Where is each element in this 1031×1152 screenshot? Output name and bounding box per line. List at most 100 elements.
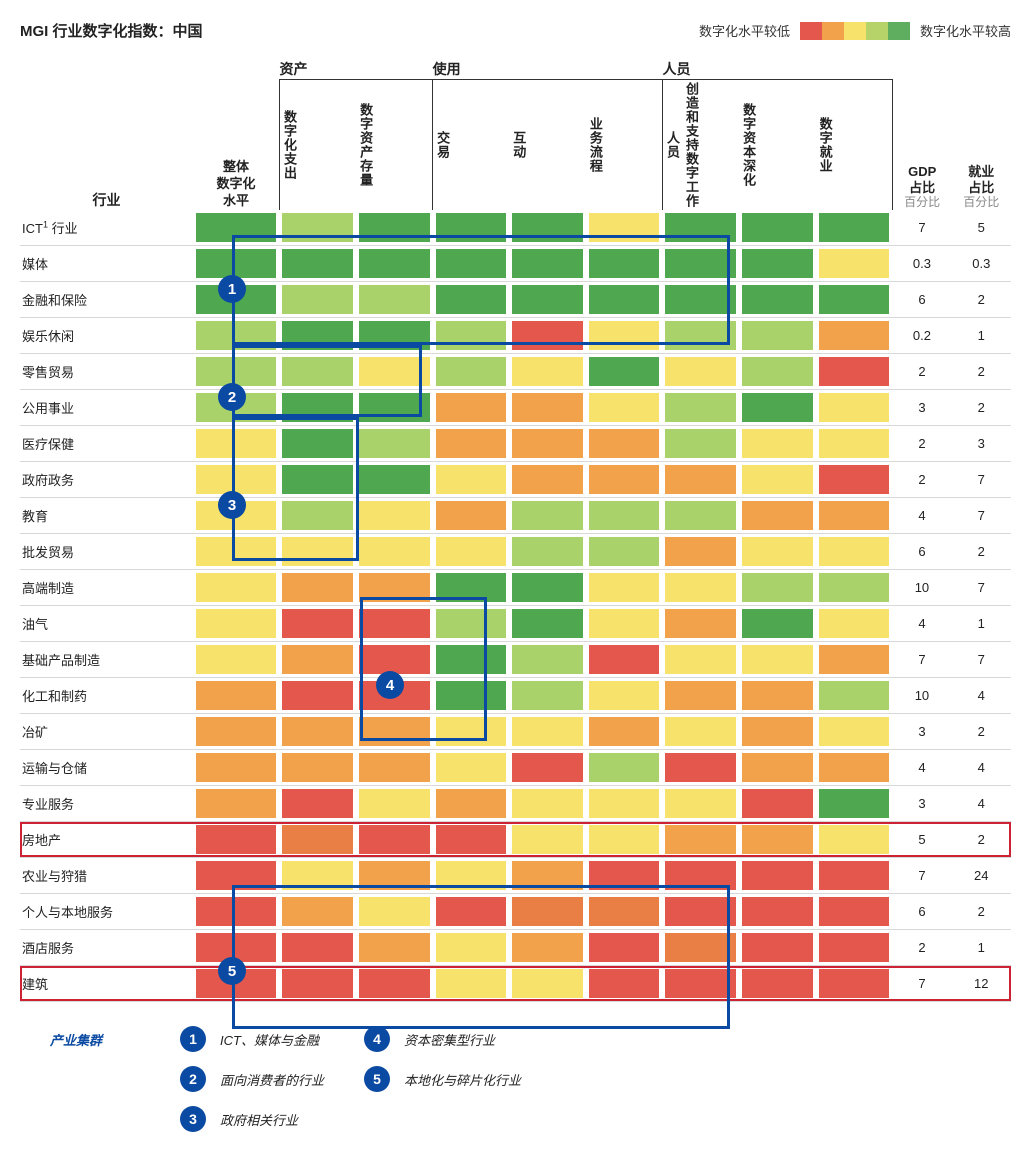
metric-cell	[739, 930, 816, 966]
overall-cell	[193, 570, 279, 606]
overall-cell	[193, 750, 279, 786]
metric-cell	[586, 390, 663, 426]
metric-cell	[433, 318, 510, 354]
overall-cell	[193, 318, 279, 354]
metric-cell	[356, 246, 433, 282]
metric-cell	[356, 210, 433, 246]
metric-cell	[279, 426, 356, 462]
metric-cell	[586, 786, 663, 822]
metric-cell	[509, 462, 586, 498]
emp-value: 0.3	[952, 246, 1011, 282]
row-label: 个人与本地服务	[20, 894, 193, 930]
gdp-value: 3	[892, 786, 951, 822]
legend-scale: 数字化水平较低 数字化水平较高	[699, 21, 1011, 40]
metric-cell	[509, 714, 586, 750]
metric-cell	[356, 282, 433, 318]
emp-value: 7	[952, 462, 1011, 498]
table-row: 教育 47	[20, 498, 1011, 534]
row-label: 油气	[20, 606, 193, 642]
metric-cell	[433, 390, 510, 426]
metric-cell	[509, 282, 586, 318]
metric-cell	[433, 570, 510, 606]
cluster-item-badge: 1	[180, 1026, 206, 1052]
legend-swatch	[888, 22, 910, 40]
metric-cell	[586, 606, 663, 642]
gdp-value: 2	[892, 930, 951, 966]
legend-swatch	[844, 22, 866, 40]
emp-header: 就业占比 百分比	[952, 80, 1011, 210]
metric-cell	[739, 570, 816, 606]
heatmap-table: 资产 使用 人员 行业 整体数字化水平 数字化支出 数字资产存量 交易 互动 业…	[20, 59, 1011, 1002]
emp-value: 4	[952, 750, 1011, 786]
cluster-legend: 产业集群 1ICT、媒体与金融2面向消费者的行业3政府相关行业 4资本密集型行业…	[20, 1026, 1011, 1132]
metric-cell	[433, 786, 510, 822]
metric-cell	[816, 282, 893, 318]
metric-cell	[586, 426, 663, 462]
metric-cell	[279, 750, 356, 786]
overall-cell	[193, 786, 279, 822]
metric-cell	[433, 606, 510, 642]
metric-cell	[509, 426, 586, 462]
metric-cell	[816, 822, 893, 858]
metric-cell	[279, 246, 356, 282]
overall-cell	[193, 246, 279, 282]
metric-cell	[279, 858, 356, 894]
row-label: 公用事业	[20, 390, 193, 426]
metric-cell	[509, 354, 586, 390]
metric-cell	[356, 606, 433, 642]
metric-cell	[509, 966, 586, 1002]
emp-value: 2	[952, 534, 1011, 570]
metric-cell	[509, 246, 586, 282]
row-label: 政府政务	[20, 462, 193, 498]
metric-cell	[433, 750, 510, 786]
cluster-item-label: 本地化与碎片化行业	[404, 1070, 521, 1089]
gdp-value: 7	[892, 858, 951, 894]
gdp-value: 4	[892, 498, 951, 534]
table-row: 零售贸易22	[20, 354, 1011, 390]
metric-cell	[662, 966, 739, 1002]
emp-pct-sub: 百分比	[952, 195, 1011, 209]
gdp-pct-sub: 百分比	[893, 195, 952, 209]
metric-cell	[433, 714, 510, 750]
cluster-legend-title: 产业集群	[20, 1026, 140, 1049]
gdp-value: 7	[892, 966, 951, 1002]
gdp-value: 7	[892, 210, 951, 246]
gdp-value: 2	[892, 426, 951, 462]
row-label: 金融和保险	[20, 282, 193, 318]
emp-value: 7	[952, 498, 1011, 534]
metric-cell	[279, 714, 356, 750]
metric-cell	[662, 822, 739, 858]
row-label: 教育	[20, 498, 193, 534]
row-label: 高端制造	[20, 570, 193, 606]
cluster-item-badge: 3	[180, 1106, 206, 1132]
cat-assets: 资产	[279, 59, 432, 80]
metric-cell	[662, 318, 739, 354]
metric-head-7: 数字就业	[816, 80, 893, 210]
metric-cell	[586, 822, 663, 858]
metric-cell	[279, 678, 356, 714]
metric-cell	[816, 606, 893, 642]
metric-cell	[356, 750, 433, 786]
metric-cell	[586, 282, 663, 318]
metric-cell	[433, 498, 510, 534]
cluster-item: 3政府相关行业	[180, 1106, 324, 1132]
metric-cell	[356, 786, 433, 822]
metric-cell	[816, 390, 893, 426]
gdp-value: 2	[892, 354, 951, 390]
metric-cell	[816, 750, 893, 786]
metric-cell	[356, 966, 433, 1002]
metric-cell	[739, 246, 816, 282]
emp-value: 7	[952, 570, 1011, 606]
metric-cell	[739, 534, 816, 570]
legend-swatch	[800, 22, 822, 40]
legend-high-label: 数字化水平较高	[920, 21, 1011, 40]
metric-cell	[433, 894, 510, 930]
metric-cell	[662, 354, 739, 390]
metric-cell	[279, 930, 356, 966]
gdp-value: 10	[892, 570, 951, 606]
gdp-value: 3	[892, 390, 951, 426]
metric-cell	[739, 462, 816, 498]
metric-cell	[279, 390, 356, 426]
row-label: 批发贸易	[20, 534, 193, 570]
metric-cell	[586, 354, 663, 390]
